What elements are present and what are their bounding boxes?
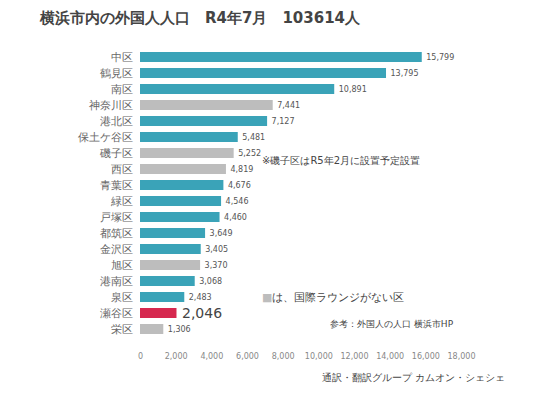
svg-text:2,046: 2,046 [182,305,222,321]
svg-text:瀬谷区: 瀬谷区 [100,307,133,320]
svg-text:12,000: 12,000 [341,352,369,361]
svg-text:5,252: 5,252 [238,149,261,158]
svg-text:3,405: 3,405 [205,245,228,254]
svg-text:18,000: 18,000 [448,352,476,361]
svg-text:磯子区: 磯子区 [99,147,133,160]
svg-text:4,546: 4,546 [226,197,249,206]
svg-text:5,481: 5,481 [242,133,265,142]
svg-text:中区: 中区 [111,51,133,64]
svg-text:3,370: 3,370 [205,261,228,270]
svg-text:7,441: 7,441 [277,101,300,110]
svg-text:15,799: 15,799 [426,53,454,62]
html-text:参考：外国人の人口 横浜市HP: 参考：外国人の人口 横浜市HP [330,319,454,329]
svg-text:戸塚区: 戸塚区 [100,211,133,224]
svg-text:西区: 西区 [111,163,133,176]
svg-text:4,819: 4,819 [230,165,253,174]
svg-text:泉区: 泉区 [111,291,133,304]
svg-text:13,795: 13,795 [391,69,419,78]
html-text:■は、国際ラウンジがない区: ■は、国際ラウンジがない区 [262,291,405,304]
svg-text:3,068: 3,068 [199,277,222,286]
svg-text:神奈川区: 神奈川区 [89,99,133,112]
svg-text:10,000: 10,000 [305,352,333,361]
html-text:通訳・翻訳グループ カムオン・シェシェ: 通訳・翻訳グループ カムオン・シェシェ [321,372,505,383]
html-text:横浜市内の外国人人口 R4年7月 103614人: 横浜市内の外国人人口 R4年7月 103614人 [40,9,360,27]
svg-text:保土ケ谷区: 保土ケ谷区 [78,131,133,144]
svg-text:緑区: 緑区 [110,195,133,208]
html-text:※磯子区はR5年2月に設置予定設置: ※磯子区はR5年2月に設置予定設置 [262,155,421,166]
svg-text:2,000: 2,000 [165,352,188,361]
svg-text:7,127: 7,127 [272,117,295,126]
svg-text:2,483: 2,483 [189,293,212,302]
svg-text:4,676: 4,676 [228,181,251,190]
svg-text:10,891: 10,891 [339,85,367,94]
svg-text:栄区: 栄区 [111,323,133,336]
svg-text:6,000: 6,000 [236,352,259,361]
svg-text:南区: 南区 [111,83,133,96]
svg-text:旭区: 旭区 [111,259,133,272]
svg-text:都筑区: 都筑区 [100,227,133,240]
svg-text:14,000: 14,000 [376,352,404,361]
svg-text:16,000: 16,000 [412,352,440,361]
svg-text:3,649: 3,649 [210,229,233,238]
svg-text:港南区: 港南区 [100,275,133,288]
svg-text:1,306: 1,306 [168,325,191,334]
svg-text:金沢区: 金沢区 [100,243,133,256]
svg-text:青葉区: 青葉区 [100,179,133,192]
svg-text:4,000: 4,000 [200,352,223,361]
svg-text:鶴見区: 鶴見区 [100,67,133,80]
svg-text:4,460: 4,460 [224,213,247,222]
svg-text:港北区: 港北区 [100,115,133,128]
svg-text:8,000: 8,000 [272,352,295,361]
svg-text:0: 0 [138,352,143,361]
